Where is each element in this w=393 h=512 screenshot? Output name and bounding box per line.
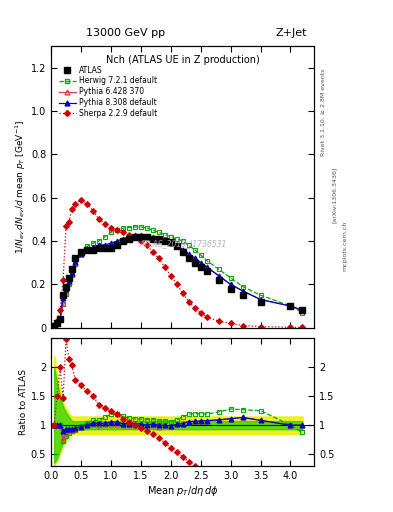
X-axis label: Mean $p_T/d\eta\,d\phi$: Mean $p_T/d\eta\,d\phi$	[147, 483, 219, 498]
Legend: ATLAS, Herwig 7.2.1 default, Pythia 6.428 370, Pythia 8.308 default, Sherpa 2.2.: ATLAS, Herwig 7.2.1 default, Pythia 6.42…	[57, 64, 159, 120]
Text: 13000 GeV pp: 13000 GeV pp	[86, 28, 165, 38]
Text: Z+Jet: Z+Jet	[275, 28, 307, 38]
Text: [arXiv:1306.3436]: [arXiv:1306.3436]	[332, 166, 337, 223]
Text: mcplots.cern.ch: mcplots.cern.ch	[342, 221, 347, 271]
Text: Nch (ATLAS UE in Z production): Nch (ATLAS UE in Z production)	[106, 55, 260, 65]
Y-axis label: $1/N_{ev}\,dN_{ev}/d$ mean $p_T$ [GeV$^{-1}$]: $1/N_{ev}\,dN_{ev}/d$ mean $p_T$ [GeV$^{…	[14, 120, 28, 254]
Y-axis label: Ratio to ATLAS: Ratio to ATLAS	[19, 369, 28, 435]
Text: ATLAS_2019_I1736531: ATLAS_2019_I1736531	[139, 239, 226, 248]
Text: Rivet 3.1.10, ≥ 2.8M events: Rivet 3.1.10, ≥ 2.8M events	[320, 69, 325, 156]
